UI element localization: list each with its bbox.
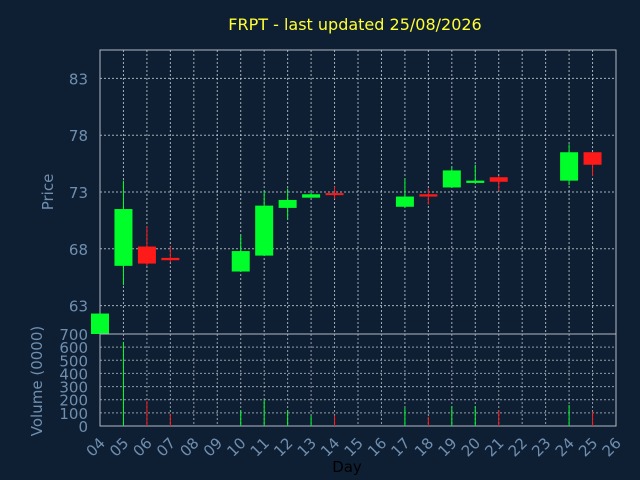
x-tick-label: 14	[317, 434, 343, 460]
candle-body	[255, 205, 274, 256]
candle-20	[466, 164, 485, 183]
candle-13	[302, 192, 321, 198]
x-tick-label: 17	[388, 434, 414, 460]
x-tick-label: 09	[200, 434, 226, 460]
chart-title: FRPT - last updated 25/08/2026	[228, 15, 481, 34]
x-tick-label: 16	[364, 434, 390, 460]
x-tick-label: 24	[552, 434, 578, 460]
candle-body	[489, 177, 508, 182]
volume-frame	[99, 333, 617, 427]
x-tick-label: 23	[528, 434, 554, 460]
candle-06	[137, 226, 156, 266]
candle-21	[489, 176, 508, 191]
x-tick-label: 22	[505, 434, 531, 460]
x-tick-label: 15	[341, 434, 367, 460]
x-tick-label: 13	[294, 434, 320, 460]
price-tick-label: 83	[69, 70, 88, 88]
x-tick-label: 06	[130, 434, 156, 460]
candle-body	[325, 193, 344, 196]
x-tick-label: 10	[223, 434, 249, 460]
volume-tick-label: 200	[59, 392, 88, 410]
price-tick-label: 68	[69, 241, 88, 259]
volume-tick-label: 300	[59, 379, 88, 397]
candle-body	[91, 313, 109, 334]
candle-12	[278, 188, 297, 220]
x-axis: 0405060708091011121314151617181920212223…	[83, 434, 625, 460]
candle-body	[466, 180, 485, 183]
x-tick-label: 07	[153, 434, 179, 460]
candle-body	[161, 257, 180, 261]
candle-body	[419, 194, 438, 197]
volume-tick-label: 600	[59, 339, 88, 357]
price-tick-label: 78	[69, 127, 88, 145]
price-axis-label: Price	[39, 174, 57, 211]
candle-body	[442, 170, 461, 188]
candle-body	[395, 196, 414, 207]
volume-axis-label: Volume (0000)	[28, 326, 46, 436]
candle-19	[442, 167, 461, 188]
candle-17	[395, 178, 414, 208]
x-axis-label: Day	[332, 458, 362, 476]
x-tick-label: 20	[458, 434, 484, 460]
candle-body	[560, 152, 579, 181]
price-tick-label: 73	[69, 184, 88, 202]
candle-07	[161, 246, 180, 263]
x-tick-label: 05	[106, 434, 132, 460]
candle-24	[560, 144, 579, 186]
x-tick-label: 19	[434, 434, 460, 460]
x-tick-label: 12	[270, 434, 296, 460]
x-tick-label: 11	[247, 434, 273, 460]
candle-18	[419, 188, 438, 205]
volume-tick-label: 500	[59, 352, 88, 370]
candle-04	[91, 313, 109, 334]
candle-body	[114, 209, 133, 266]
candle-11	[255, 190, 274, 256]
x-tick-label: 18	[411, 434, 437, 460]
price-tick-label: 63	[69, 298, 88, 316]
x-tick-label: 21	[481, 434, 507, 460]
price-panel: 63 68 73 78 83	[69, 49, 617, 335]
candle-05	[114, 180, 133, 286]
candle-body	[302, 194, 321, 198]
volume-tick-label: 100	[59, 405, 88, 423]
x-tick-label: 26	[599, 434, 625, 460]
candle-10	[231, 235, 250, 272]
x-tick-label: 25	[575, 434, 601, 460]
volume-tick-label: 0	[78, 418, 88, 436]
volume-tick-label: 400	[59, 365, 88, 383]
candle-25	[583, 152, 602, 177]
candle-body	[231, 251, 250, 272]
candle-body	[583, 152, 602, 165]
candle-body	[137, 246, 156, 264]
x-tick-label: 04	[83, 434, 109, 460]
x-tick-label: 08	[176, 434, 202, 460]
volume-tick-label: 700	[59, 326, 88, 344]
candle-14	[325, 186, 344, 199]
candle-body	[278, 199, 297, 208]
